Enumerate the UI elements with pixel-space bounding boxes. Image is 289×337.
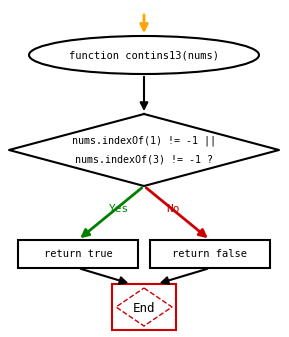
- Bar: [150, 240, 270, 268]
- Text: End: End: [133, 303, 155, 315]
- Text: nums.indexOf(3) != -1 ?: nums.indexOf(3) != -1 ?: [75, 154, 213, 164]
- Bar: [18, 240, 138, 268]
- Text: return true: return true: [44, 249, 112, 259]
- Bar: [112, 284, 176, 330]
- Text: Yes: Yes: [109, 204, 129, 214]
- Text: return false: return false: [173, 249, 247, 259]
- Text: function contins13(nums): function contins13(nums): [69, 50, 219, 60]
- Text: No: No: [166, 204, 180, 214]
- Text: nums.indexOf(1) != -1 ||: nums.indexOf(1) != -1 ||: [72, 136, 216, 146]
